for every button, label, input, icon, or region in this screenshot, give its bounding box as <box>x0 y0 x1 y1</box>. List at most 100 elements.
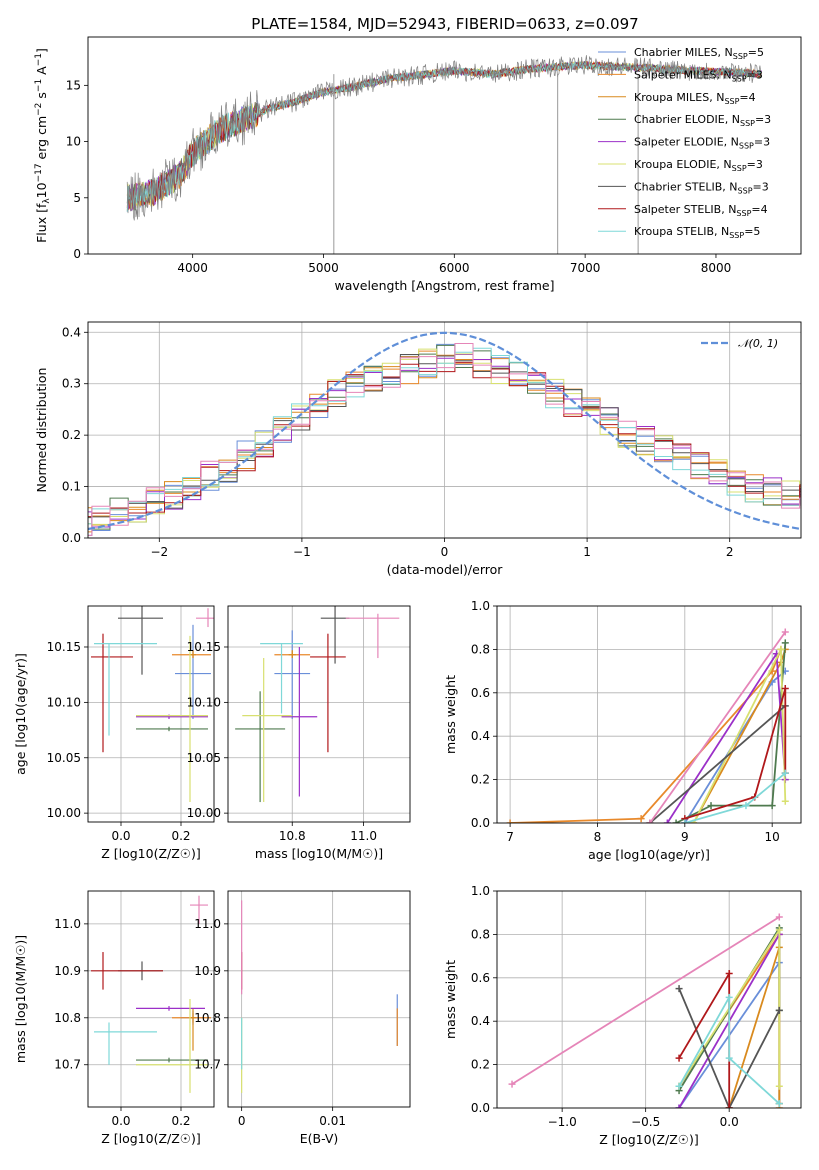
x-tick-label: −1 <box>293 545 311 559</box>
y-axis-label: Normed distribution <box>34 368 49 493</box>
x-axis-label: Z [log10(Z/Z☉)] <box>101 1131 201 1146</box>
weight-marker <box>725 1104 733 1108</box>
weight-line <box>649 631 787 823</box>
y-tick-label: 0.1 <box>62 480 81 494</box>
axes-frame <box>87 36 802 255</box>
panel-weight-vs-Z: −1.0 −0.5 0.0 0.0 0.2 0.4 0.6 0.8 1.0 Z [log10(Z/… <box>443 884 802 1147</box>
x-tick-label: −2 <box>150 545 168 559</box>
y-axis-label: mass weight <box>443 675 458 754</box>
y-tick-label: 10 <box>66 135 81 149</box>
weight-marker <box>707 802 715 810</box>
axes-frame <box>87 605 215 823</box>
y-tick-label: 10.15 <box>187 640 221 654</box>
y-tick-label: 0.0 <box>471 816 490 830</box>
x-axis-label: E(B-V) <box>300 1131 339 1146</box>
x-tick-label: 0.01 <box>319 1114 346 1128</box>
y-tick-label: 0.8 <box>471 927 490 941</box>
weight-line <box>675 642 787 823</box>
x-tick-label: 7000 <box>570 261 601 275</box>
x-tick-label: 11.0 <box>350 829 377 843</box>
weight-line <box>684 688 787 820</box>
y-axis-label: Flux [fλ10−17 erg cm−2 s−1 A−1] <box>34 48 52 243</box>
gaussian-curve <box>88 331 801 531</box>
weight-marker <box>775 1082 783 1090</box>
x-tick-label: −1.0 <box>548 1115 577 1129</box>
weight-marker <box>725 969 733 977</box>
weight-marker <box>681 819 689 823</box>
y-tick-label: 0.0 <box>471 1101 490 1115</box>
axes-frame <box>87 890 215 1108</box>
plot-area <box>126 55 762 254</box>
spectrum-line <box>126 55 762 221</box>
x-tick-label: 0.2 <box>171 1114 190 1128</box>
legend-label: Salpeter STELIB, NSSP=4 <box>634 203 768 218</box>
weight-marker <box>663 819 671 823</box>
figure-title: PLATE=1584, MJD=52943, FIBERID=0633, z=0… <box>251 15 638 33</box>
x-tick-label: 8 <box>594 830 602 844</box>
x-tick-label: 1 <box>583 545 591 559</box>
axes-frame <box>87 321 802 539</box>
y-tick-label: 10.05 <box>47 751 81 765</box>
weight-marker <box>506 819 514 823</box>
weight-line <box>678 993 780 1105</box>
weight-marker <box>781 628 789 636</box>
weight-marker <box>675 1054 683 1062</box>
y-tick-label: 0.4 <box>62 325 81 339</box>
legend-label: Chabrier MILES, NSSP=5 <box>634 46 764 61</box>
axes-frame <box>227 605 411 823</box>
weight-line <box>649 705 786 823</box>
weight-marker <box>768 802 776 810</box>
legend-label: Salpeter ELODIE, NSSP=3 <box>634 136 770 151</box>
histogram-step <box>88 361 801 518</box>
y-tick-label: 10.00 <box>187 806 221 820</box>
legend-label: Salpeter MILES, NSSP=3 <box>634 68 763 83</box>
y-tick-label: 0.4 <box>471 1014 490 1028</box>
plot-area <box>235 606 400 803</box>
x-tick-label: 5000 <box>308 261 339 275</box>
x-tick-label: 0.2 <box>171 829 190 843</box>
histogram-step <box>88 350 801 533</box>
x-tick-label: 0.0 <box>111 829 130 843</box>
y-tick-label: 15 <box>66 78 81 92</box>
x-axis-label: Z [log10(Z/Z☉)] <box>599 1132 699 1147</box>
x-tick-label: 0 <box>441 545 449 559</box>
y-tick-label: 10.7 <box>54 1058 81 1072</box>
plot-area <box>91 895 211 1093</box>
plot-area <box>88 331 801 536</box>
x-axis-label: mass [log10(M/M☉)] <box>255 846 383 861</box>
weight-marker <box>781 769 789 777</box>
x-tick-label: 4000 <box>177 261 208 275</box>
weight-marker <box>775 926 783 934</box>
weight-marker <box>637 815 645 823</box>
legend-label: 𝒩(0, 1) <box>738 337 778 350</box>
axes-frame <box>227 890 411 1108</box>
weight-marker <box>775 1006 783 1014</box>
x-tick-label: 0 <box>238 1114 246 1128</box>
panel-age-vs-Z: 0.0 0.2 10.00 10.05 10.10 10.15 Z [log10(Z/Z☉)… <box>13 605 215 861</box>
panel-mass-vs-Z: 0.0 0.2 10.7 10.8 10.9 11.0 Z [log10(Z/Z☉)] mas… <box>13 890 215 1146</box>
weight-marker <box>672 819 680 823</box>
x-axis-label: Z [log10(Z/Z☉)] <box>101 846 201 861</box>
y-tick-label: 10.10 <box>187 695 221 709</box>
x-axis-label: wavelength [Angstrom, rest frame] <box>334 278 554 293</box>
axes-frame <box>496 890 802 1109</box>
y-tick-label: 10.15 <box>47 640 81 654</box>
y-axis-label: mass [log10(M/M☉)] <box>13 935 28 1063</box>
y-tick-label: 10.7 <box>194 1058 221 1072</box>
x-tick-label: 0.0 <box>720 1115 739 1129</box>
y-tick-label: 10.9 <box>194 964 221 978</box>
legend-label: Kroupa MILES, NSSP=4 <box>634 91 756 106</box>
plot-area <box>508 913 783 1108</box>
x-tick-label: 8000 <box>701 261 732 275</box>
y-tick-label: 1.0 <box>471 599 490 613</box>
panel-spectrum: 4000 5000 6000 7000 8000 0 5 10 15 wavelength [An… <box>34 36 802 293</box>
y-tick-label: 0.2 <box>471 773 490 787</box>
weight-marker <box>781 684 789 692</box>
histogram-step <box>88 354 801 518</box>
spectrum-line <box>126 61 762 212</box>
plot-area <box>506 628 789 823</box>
y-axis-label: mass weight <box>443 960 458 1039</box>
panel-age-vs-mass: 10.8 11.0 10.00 10.05 10.10 10.15 mass [log10(… <box>187 605 411 861</box>
